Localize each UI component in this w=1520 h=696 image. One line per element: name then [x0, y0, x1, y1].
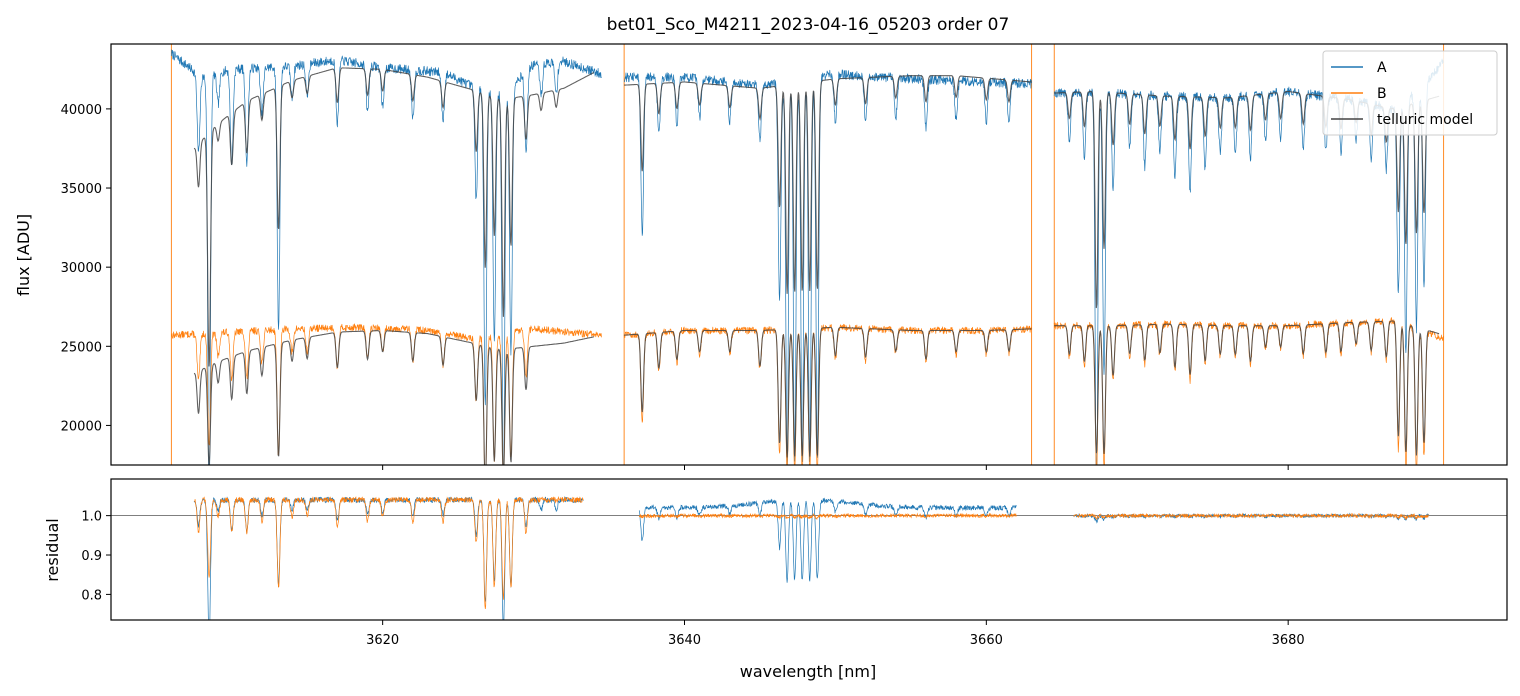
x-tick-label: 3660: [970, 633, 1003, 648]
residual-y-axis-label: residual: [43, 518, 62, 581]
legend-label-a: A: [1377, 60, 1387, 76]
x-tick-label: 3620: [366, 633, 399, 648]
residual-b-segment-1: [638, 512, 1017, 520]
flux-y-tick-label: 25000: [61, 340, 102, 355]
flux-y-tick-label: 40000: [61, 103, 102, 118]
flux-y-tick-label: 30000: [61, 261, 102, 276]
telluric-model-segment-3: [193, 330, 595, 465]
legend-label-telluric: telluric model: [1377, 112, 1473, 128]
residual-b-segment-2: [1073, 512, 1429, 521]
residual-y-tick-label: 1.0: [81, 510, 102, 525]
legend: A B telluric model: [1322, 50, 1498, 136]
flux-y-axis-label: flux [ADU]: [14, 214, 33, 296]
flux-axes-frame: [110, 43, 1508, 466]
x-tick-label: 3640: [668, 633, 701, 648]
telluric-model-segment-4: [624, 326, 1032, 458]
flux-y-tick-label: 35000: [61, 182, 102, 197]
residual-y-tick-label: 0.8: [81, 588, 102, 603]
telluric-model-segment-5: [1054, 320, 1440, 456]
residual-b-segment-0: [194, 495, 584, 610]
x-tick-label: 3680: [1272, 633, 1305, 648]
residual-axes-frame: [110, 478, 1508, 621]
series-b-segment-0: [171, 323, 602, 465]
residual-a-segment-1: [638, 497, 1017, 583]
telluric-model-segment-1: [623, 75, 1032, 294]
residual-panel: 0.8 0.9 1.0 3620 3640 3660 3680 residual wavel…: [43, 478, 1508, 681]
residual-plot-area: [111, 495, 1507, 620]
chart-title: bet01_Sco_M4211_2023-04-16_05203 order 0…: [607, 15, 1010, 35]
series-a-segment-0: [171, 49, 602, 465]
legend-box: [1322, 50, 1498, 136]
residual-y-tick-label: 0.9: [81, 549, 102, 564]
legend-label-b: B: [1377, 86, 1387, 102]
telluric-model-segment-0: [193, 67, 595, 367]
x-axis-label: wavelength [nm]: [740, 662, 877, 681]
series-b-segment-1: [623, 323, 1032, 465]
residual-axis-ticks: 0.8 0.9 1.0 3620 3640 3660 3680: [81, 510, 1304, 648]
series-a-segment-1: [623, 69, 1032, 465]
flux-axis-ticks: 20000 25000 30000 35000 40000: [61, 103, 1289, 470]
flux-y-tick-label: 20000: [61, 419, 102, 434]
flux-panel: 20000 25000 30000 35000 40000 flux [ADU] A B…: [14, 43, 1508, 470]
